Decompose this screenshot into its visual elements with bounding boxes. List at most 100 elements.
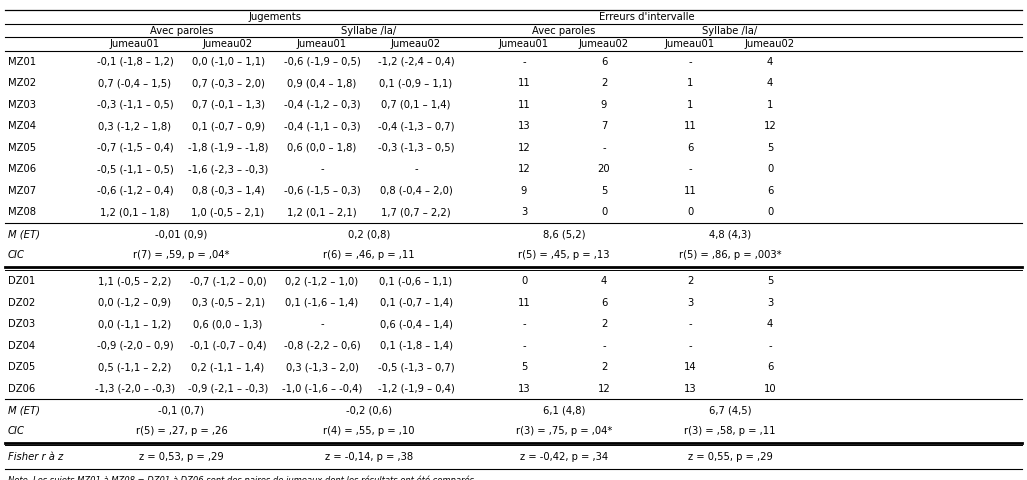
Text: 0,5 (-1,1 – 2,2): 0,5 (-1,1 – 2,2) bbox=[99, 362, 172, 372]
Text: Jumeau02: Jumeau02 bbox=[579, 39, 630, 49]
Text: -0,9 (-2,1 – -0,3): -0,9 (-2,1 – -0,3) bbox=[188, 384, 268, 394]
Text: 11: 11 bbox=[518, 298, 530, 308]
Text: DZ06: DZ06 bbox=[8, 384, 35, 394]
Text: Jumeau02: Jumeau02 bbox=[391, 39, 441, 49]
Text: 0,7 (-0,4 – 1,5): 0,7 (-0,4 – 1,5) bbox=[99, 78, 172, 88]
Text: -0,6 (-1,5 – 0,3): -0,6 (-1,5 – 0,3) bbox=[283, 186, 360, 196]
Text: 6: 6 bbox=[601, 298, 607, 308]
Text: 0,1 (-0,7 – 1,4): 0,1 (-0,7 – 1,4) bbox=[380, 298, 453, 308]
Text: -0,6 (-1,9 – 0,5): -0,6 (-1,9 – 0,5) bbox=[283, 57, 360, 67]
Text: -: - bbox=[522, 341, 526, 351]
Text: Jumeau01: Jumeau01 bbox=[499, 39, 549, 49]
Text: 20: 20 bbox=[598, 164, 610, 174]
Text: -: - bbox=[688, 341, 692, 351]
Text: MZ07: MZ07 bbox=[8, 186, 36, 196]
Text: Syllabe /la/: Syllabe /la/ bbox=[702, 26, 758, 36]
Text: 0: 0 bbox=[767, 164, 773, 174]
Text: -1,0 (-1,6 – -0,4): -1,0 (-1,6 – -0,4) bbox=[281, 384, 363, 394]
Text: 6,1 (4,8): 6,1 (4,8) bbox=[543, 406, 585, 415]
Text: -0,3 (-1,3 – 0,5): -0,3 (-1,3 – 0,5) bbox=[378, 143, 454, 153]
Text: Jumeau01: Jumeau01 bbox=[297, 39, 347, 49]
Text: 0: 0 bbox=[767, 207, 773, 217]
Text: Note. Les sujets MZ01 à MZ08 = DZ01 à DZ06 sont des paires de jumeaux dont les r: Note. Les sujets MZ01 à MZ08 = DZ01 à DZ… bbox=[8, 475, 477, 480]
Text: z = -0,42, p = ,34: z = -0,42, p = ,34 bbox=[520, 452, 608, 462]
Text: MZ06: MZ06 bbox=[8, 164, 36, 174]
Text: r(7) = ,59, p = ,04*: r(7) = ,59, p = ,04* bbox=[134, 250, 230, 260]
Text: -0,2 (0,6): -0,2 (0,6) bbox=[346, 406, 392, 415]
Text: 12: 12 bbox=[518, 164, 530, 174]
Text: 6,7 (4,5): 6,7 (4,5) bbox=[709, 406, 751, 415]
Text: -: - bbox=[768, 341, 772, 351]
Text: 0,3 (-1,3 – 2,0): 0,3 (-1,3 – 2,0) bbox=[286, 362, 358, 372]
Text: 9: 9 bbox=[521, 186, 527, 196]
Text: -: - bbox=[320, 319, 324, 329]
Text: CIC: CIC bbox=[8, 250, 25, 260]
Text: 2: 2 bbox=[601, 362, 607, 372]
Text: 10: 10 bbox=[764, 384, 776, 394]
Text: 0: 0 bbox=[687, 207, 693, 217]
Text: 1: 1 bbox=[767, 100, 773, 110]
Text: 5: 5 bbox=[767, 276, 773, 287]
Text: 0,0 (-1,1 – 1,2): 0,0 (-1,1 – 1,2) bbox=[99, 319, 172, 329]
Text: MZ05: MZ05 bbox=[8, 143, 36, 153]
Text: r(6) = ,46, p = ,11: r(6) = ,46, p = ,11 bbox=[324, 250, 415, 260]
Text: MZ01: MZ01 bbox=[8, 57, 36, 67]
Text: 0,6 (-0,4 – 1,4): 0,6 (-0,4 – 1,4) bbox=[380, 319, 453, 329]
Text: 14: 14 bbox=[684, 362, 696, 372]
Text: Avec paroles: Avec paroles bbox=[150, 26, 214, 36]
Text: Erreurs d'intervalle: Erreurs d'intervalle bbox=[599, 12, 695, 22]
Text: 0,9 (0,4 – 1,8): 0,9 (0,4 – 1,8) bbox=[288, 78, 356, 88]
Text: 11: 11 bbox=[684, 121, 696, 131]
Text: DZ02: DZ02 bbox=[8, 298, 35, 308]
Text: -: - bbox=[602, 143, 606, 153]
Text: Syllabe /la/: Syllabe /la/ bbox=[341, 26, 396, 36]
Text: 0,8 (-0,3 – 1,4): 0,8 (-0,3 – 1,4) bbox=[192, 186, 264, 196]
Text: 5: 5 bbox=[767, 143, 773, 153]
Text: 3: 3 bbox=[767, 298, 773, 308]
Text: 4: 4 bbox=[767, 78, 773, 88]
Text: 12: 12 bbox=[598, 384, 610, 394]
Text: 0,1 (-0,9 – 1,1): 0,1 (-0,9 – 1,1) bbox=[379, 78, 453, 88]
Text: 0,2 (-1,1 – 1,4): 0,2 (-1,1 – 1,4) bbox=[191, 362, 265, 372]
Text: r(5) = ,45, p = ,13: r(5) = ,45, p = ,13 bbox=[519, 250, 610, 260]
Text: 4,8 (4,3): 4,8 (4,3) bbox=[709, 230, 751, 240]
Text: Jumeau01: Jumeau01 bbox=[110, 39, 160, 49]
Text: Fisher r à z: Fisher r à z bbox=[8, 452, 64, 462]
Text: 2: 2 bbox=[601, 78, 607, 88]
Text: 0,0 (-1,0 – 1,1): 0,0 (-1,0 – 1,1) bbox=[191, 57, 265, 67]
Text: DZ04: DZ04 bbox=[8, 341, 35, 351]
Text: -0,1 (-0,7 – 0,4): -0,1 (-0,7 – 0,4) bbox=[190, 341, 266, 351]
Text: r(5) = ,86, p = ,003*: r(5) = ,86, p = ,003* bbox=[679, 250, 782, 260]
Text: 0,3 (-1,2 – 1,8): 0,3 (-1,2 – 1,8) bbox=[99, 121, 172, 131]
Text: Jumeau01: Jumeau01 bbox=[664, 39, 715, 49]
Text: 0: 0 bbox=[601, 207, 607, 217]
Text: 0,1 (-1,6 – 1,4): 0,1 (-1,6 – 1,4) bbox=[286, 298, 358, 308]
Text: 11: 11 bbox=[518, 100, 530, 110]
Text: Jumeau02: Jumeau02 bbox=[745, 39, 795, 49]
Text: 0,7 (-0,1 – 1,3): 0,7 (-0,1 – 1,3) bbox=[191, 100, 265, 110]
Text: MZ02: MZ02 bbox=[8, 78, 36, 88]
Text: -0,3 (-1,1 – 0,5): -0,3 (-1,1 – 0,5) bbox=[97, 100, 174, 110]
Text: r(5) = ,27, p = ,26: r(5) = ,27, p = ,26 bbox=[136, 426, 227, 436]
Text: 11: 11 bbox=[684, 186, 696, 196]
Text: 1,2 (0,1 – 2,1): 1,2 (0,1 – 2,1) bbox=[288, 207, 356, 217]
Text: -0,5 (-1,1 – 0,5): -0,5 (-1,1 – 0,5) bbox=[97, 164, 174, 174]
Text: 0,1 (-0,7 – 0,9): 0,1 (-0,7 – 0,9) bbox=[191, 121, 265, 131]
Text: -: - bbox=[688, 57, 692, 67]
Text: DZ05: DZ05 bbox=[8, 362, 35, 372]
Text: Avec paroles: Avec paroles bbox=[532, 26, 596, 36]
Text: 0,6 (0,0 – 1,3): 0,6 (0,0 – 1,3) bbox=[193, 319, 263, 329]
Text: 2: 2 bbox=[601, 319, 607, 329]
Text: -: - bbox=[522, 57, 526, 67]
Text: -0,6 (-1,2 – 0,4): -0,6 (-1,2 – 0,4) bbox=[97, 186, 174, 196]
Text: 0,8 (-0,4 – 2,0): 0,8 (-0,4 – 2,0) bbox=[380, 186, 452, 196]
Text: -: - bbox=[688, 319, 692, 329]
Text: MZ08: MZ08 bbox=[8, 207, 36, 217]
Text: Jumeau02: Jumeau02 bbox=[203, 39, 253, 49]
Text: 0,6 (0,0 – 1,8): 0,6 (0,0 – 1,8) bbox=[288, 143, 356, 153]
Text: r(3) = ,58, p = ,11: r(3) = ,58, p = ,11 bbox=[684, 426, 775, 436]
Text: 6: 6 bbox=[767, 186, 773, 196]
Text: 7: 7 bbox=[601, 121, 607, 131]
Text: 13: 13 bbox=[518, 121, 530, 131]
Text: DZ01: DZ01 bbox=[8, 276, 35, 287]
